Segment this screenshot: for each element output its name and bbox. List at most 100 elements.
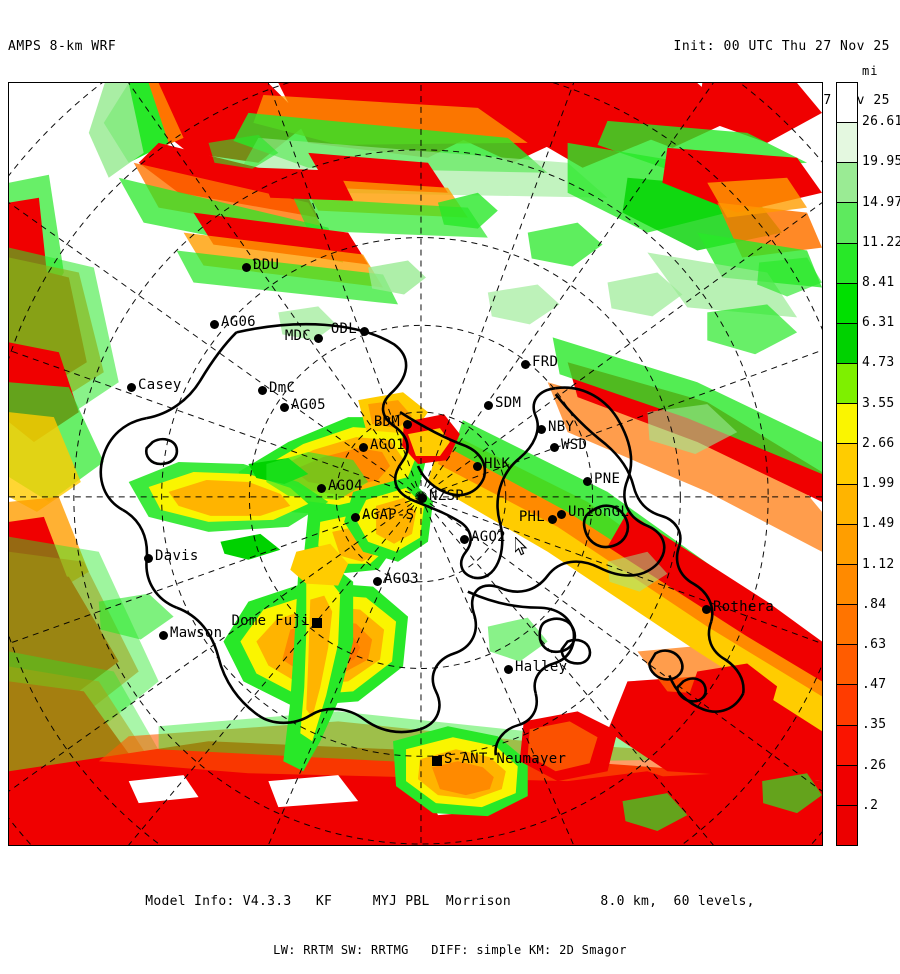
station-dot-icon [483, 400, 493, 410]
colorbar-cell-16 [837, 725, 857, 766]
station-label: AGO3 [384, 571, 419, 587]
visibility-contour-field [9, 83, 822, 845]
station-dot-icon [432, 756, 442, 766]
colorbar-cell-0 [837, 83, 857, 124]
colorbar-tick-26.61: 26.61 [862, 114, 900, 130]
station-dot-icon [313, 333, 323, 343]
colorbar-unit-label: mi [862, 64, 879, 78]
station-label: Davis [155, 548, 199, 564]
station-label: HLK [484, 456, 511, 472]
station-label: AG05 [291, 397, 326, 413]
model-title: AMPS 8-km WRF [8, 39, 117, 54]
colorbar-tick-1.12: 1.12 [862, 556, 895, 572]
colorbar-cell-12 [837, 564, 857, 606]
station-label: UnionGL [568, 504, 630, 520]
colorbar-tick-8.41: 8.41 [862, 275, 895, 291]
station-label: S-ANT-Neumayer [444, 751, 567, 767]
station-dot-icon [358, 442, 368, 452]
station-label: AGO1 [370, 437, 405, 453]
station-label: Mawson [170, 625, 223, 641]
colorbar-tick-.26: .26 [862, 757, 887, 773]
station-dot-icon [556, 509, 566, 519]
station-dot-icon [402, 419, 412, 429]
station-label: Casey [138, 377, 182, 393]
colorbar-cell-13 [837, 605, 857, 646]
visibility-field-map [9, 83, 822, 845]
colorbar-cell-2 [837, 163, 857, 204]
station-label: PNE [594, 471, 621, 487]
station-dot-icon [372, 576, 382, 586]
colorbar-cell-1 [837, 123, 857, 164]
colorbar-cell-10 [837, 484, 857, 525]
coastline [99, 322, 745, 756]
mouse-cursor [514, 535, 529, 557]
station-label: ODL [330, 321, 357, 337]
station-dot-icon [549, 442, 559, 452]
colorbar-tick-.2: .2 [862, 797, 879, 813]
station-dot-icon [126, 382, 136, 392]
station-label: AG06 [221, 314, 256, 330]
station-dot-icon [209, 319, 219, 329]
station-dot-icon [701, 604, 711, 614]
station-label: AGO2 [471, 529, 506, 545]
colorbar-tick-14.97: 14.97 [862, 194, 900, 210]
station-dot-icon [143, 553, 153, 563]
station-dot-icon [241, 262, 251, 272]
model-info-line-2: LW: RRTM SW: RRTMG DIFF: simple KM: 2D S… [273, 943, 627, 957]
station-label: Rothera [713, 599, 775, 615]
station-label: AGAP-S [362, 507, 415, 523]
colorbar-cell-6 [837, 323, 857, 365]
station-label: BDM [373, 414, 400, 430]
colorbar-tick-11.22: 11.22 [862, 234, 900, 250]
station-label: Dome Fuji [231, 613, 310, 629]
station-dot-icon [359, 326, 369, 336]
station-label: PHL [518, 509, 545, 525]
station-dot-icon [279, 402, 289, 412]
colorbar-tick-6.31: 6.31 [862, 315, 895, 331]
colorbar-tick-labels: 26.61 19.95 14.97 11.22 8.41 6.31 4.73 3.55 2.66… [862, 82, 900, 846]
map-panel[interactable]: DDU AG06 MDC ODL DmC AG05 BDM AGO1 AGO4 NZSP AGAP-… [8, 82, 823, 846]
station-label: NBY [548, 419, 575, 435]
station-label: AGO4 [328, 478, 363, 494]
colorbar-tick-.63: .63 [862, 636, 887, 652]
init-time: Init: 00 UTC Thu 27 Nov 25 [673, 39, 890, 54]
model-info-line-1: Model Info: V4.3.3 KF MYJ PBL Morrison 8… [145, 894, 755, 909]
colorbar-tick-.84: .84 [862, 596, 887, 612]
station-label: MDC [284, 328, 311, 344]
station-dot-icon [350, 512, 360, 522]
colorbar-tick-19.95: 19.95 [862, 154, 900, 170]
colorbar-cell-3 [837, 203, 857, 244]
colorbar-cell-11 [837, 524, 857, 565]
colorbar-tick-4.73: 4.73 [862, 355, 895, 371]
station-dot-icon [582, 476, 592, 486]
station-dot-icon [472, 461, 482, 471]
colorbar-tick-2.66: 2.66 [862, 435, 895, 451]
station-dot-icon [312, 618, 322, 628]
station-dot-icon [536, 424, 546, 434]
colorbar-tick-.35: .35 [862, 717, 887, 733]
station-label: SDM [495, 395, 522, 411]
colorbar-cell-7 [837, 364, 857, 405]
colorbar-cell-14 [837, 645, 857, 686]
station-dot-icon [459, 534, 469, 544]
station-label: DmC [269, 380, 296, 396]
colorbar-tick-3.55: 3.55 [862, 395, 895, 411]
station-label: WSD [561, 437, 588, 453]
colorbar-cell-8 [837, 404, 857, 445]
colorbar-cell-5 [837, 283, 857, 324]
colorbar-cell-4 [837, 243, 857, 284]
station-dot-icon [503, 664, 513, 674]
station-label: NZSP [429, 488, 464, 504]
colorbar [836, 82, 858, 846]
colorbar-tick-1.49: 1.49 [862, 516, 895, 532]
station-label: Halley [515, 659, 568, 675]
station-label: DDU [253, 257, 280, 273]
colorbar-cell-15 [837, 685, 857, 726]
colorbar-cell-18 [837, 805, 857, 845]
colorbar-cell-9 [837, 444, 857, 485]
footer-model-info: Model Info: V4.3.3 KF MYJ PBL Morrison 8… [0, 862, 900, 974]
colorbar-tick-.47: .47 [862, 677, 887, 693]
station-label: FRD [532, 354, 559, 370]
colorbar-tick-1.99: 1.99 [862, 476, 895, 492]
station-dot-icon [520, 359, 530, 369]
